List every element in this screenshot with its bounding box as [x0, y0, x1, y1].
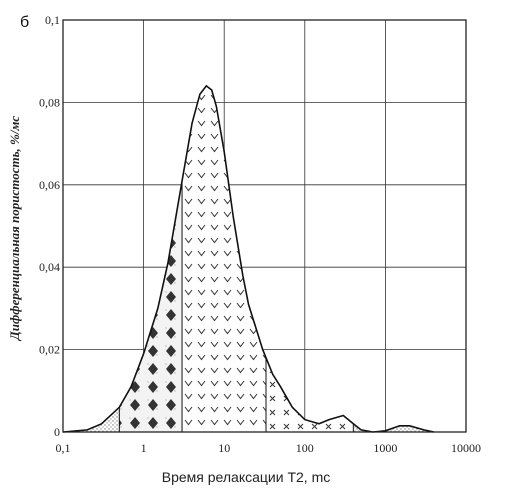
y-tick-label: 0,04	[39, 260, 60, 274]
fill-region-dotted	[63, 407, 120, 432]
y-axis-label: Дифференциальная пористость, %/мс	[7, 116, 22, 342]
y-tick-label: 0,02	[39, 343, 60, 357]
series-curve	[62, 84, 435, 433]
x-axis-label: Время релаксации T2, mc	[162, 469, 330, 485]
fill-region-dotted	[353, 423, 434, 432]
y-tick-label: 0,08	[39, 95, 60, 109]
fill-region-diamonds	[119, 180, 183, 432]
y-tick-label: 0	[54, 425, 60, 439]
fill-regions	[63, 85, 434, 432]
fill-region-checkmarks	[182, 85, 266, 432]
panel-label: б	[20, 14, 29, 31]
x-tick-label: 0,1	[56, 441, 71, 455]
region-dividers	[118, 180, 354, 432]
x-tick-label: 100	[296, 441, 314, 455]
fill-region-crosses	[265, 357, 354, 432]
y-tick-label: 0,06	[39, 178, 60, 192]
x-tick-label: 1	[141, 441, 147, 455]
x-tick-labels: 0,1 1 10 100 1000 10000	[56, 441, 482, 455]
y-tick-labels: 0 0,02 0,04 0,06 0,08 0,1	[39, 13, 60, 439]
x-tick-label: 10000	[451, 441, 481, 455]
x-tick-label: 1000	[373, 441, 397, 455]
x-tick-label: 10	[218, 441, 230, 455]
plot-frame	[62, 19, 467, 433]
y-tick-label: 0,1	[45, 13, 60, 27]
